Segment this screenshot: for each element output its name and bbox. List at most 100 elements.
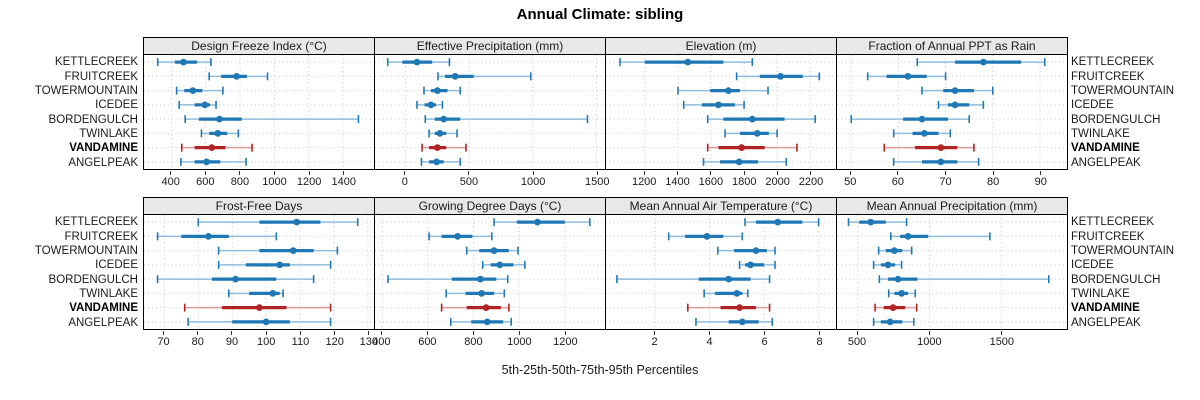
whisker-fruitcreek (735, 72, 821, 81)
whisker-vandamine (440, 303, 510, 312)
median-dot (753, 130, 761, 137)
whisker-towermountain (217, 246, 339, 255)
tick-label: 50 (844, 176, 857, 188)
whisker-kettlecreek (197, 218, 359, 227)
median-dot (748, 115, 756, 123)
site-label-icedee: ICEDEE (95, 99, 138, 112)
whisker-twinlake (228, 289, 284, 298)
median-dot (490, 247, 498, 254)
whisker-vandamine (180, 143, 253, 152)
whisker-icedee (682, 100, 745, 109)
tick-mark (334, 331, 336, 335)
tick-label: 1400 (665, 176, 690, 188)
tick-label: 80 (191, 336, 204, 348)
whisker-kettlecreek (744, 218, 820, 227)
median-dot (262, 318, 270, 326)
tick-mark (743, 171, 745, 175)
site-label-vandamine: VANDAMINE (1071, 302, 1140, 315)
site-label-angelpeak: ANGELPEAK (68, 316, 138, 329)
panel-plot-fraction-of-annual-ppt-as-rain (836, 55, 1068, 170)
median-dot (433, 87, 441, 94)
tick-label: 800 (230, 176, 250, 188)
median-dot (918, 115, 926, 123)
tick-mark (810, 171, 812, 175)
median-dot (203, 158, 210, 166)
median-dot (478, 290, 485, 297)
median-dot (904, 233, 912, 240)
panel-plot-mean-annual-air-temperature-c (605, 215, 837, 330)
tick-mark (404, 171, 406, 175)
whisker-angelpeak (695, 317, 774, 326)
median-dot (920, 130, 928, 137)
tick-mark (928, 331, 930, 335)
site-label-fruitcreek: FRUITCREEK (64, 70, 138, 83)
median-dot (884, 261, 892, 269)
whisker-icedee (178, 100, 217, 109)
tick-mark (170, 171, 172, 175)
tick-label: 4 (706, 336, 713, 348)
median-dot (233, 73, 241, 80)
site-label-twinlake: TWINLAKE (1071, 288, 1130, 301)
tick-label: 600 (196, 176, 215, 188)
median-dot (886, 318, 894, 326)
whisker-vandamine (883, 143, 975, 152)
site-label-vandamine: VANDAMINE (1071, 142, 1140, 155)
whisker-twinlake (428, 129, 458, 138)
whisker-towermountain (175, 86, 224, 95)
tick-label: 100 (257, 336, 276, 348)
median-dot (724, 87, 732, 94)
tick-label: 800 (464, 336, 483, 348)
whisker-fruitcreek (156, 232, 278, 241)
median-dot (889, 304, 897, 311)
tick-mark (231, 331, 233, 335)
site-label-vandamine: VANDAMINE (69, 142, 138, 155)
whisker-fruitcreek (437, 72, 532, 81)
tick-mark (274, 171, 275, 175)
tick-label: 2000 (765, 176, 790, 188)
x-axis-mean-annual-air-temperature-c: 2 4 6 8 (605, 331, 836, 355)
tick-mark (532, 171, 534, 175)
tick-label: 110 (291, 336, 310, 348)
whisker-angelpeak (420, 157, 462, 166)
tick-label: 130 (359, 336, 379, 348)
tick-label: 1200 (631, 176, 657, 188)
whisker-icedee (872, 260, 903, 269)
tick-mark (849, 171, 851, 175)
panel-title: Growing Degree Days (°C) (418, 199, 562, 213)
panel-title: Fraction of Annual PPT as Rain (868, 39, 1036, 53)
tick-mark (472, 331, 474, 335)
panel-title: Mean Annual Air Temperature (°C) (629, 199, 813, 213)
whisker-fruitcreek (890, 232, 991, 241)
tick-mark (197, 331, 199, 335)
tick-label: 1500 (989, 336, 1015, 348)
median-dot (774, 218, 782, 226)
whisker-fruitcreek (208, 72, 269, 81)
tick-label: 1000 (507, 336, 532, 348)
whisker-bordengulch (156, 275, 315, 284)
tick-mark (468, 171, 470, 175)
tick-label: 1800 (732, 176, 757, 188)
panel-plot-design-freeze-index-c (143, 55, 375, 170)
panel-strip-effective-precipitation-mm: Effective Precipitation (mm) (374, 37, 606, 55)
x-axis-effective-precipitation-mm: 0 500 1000 1500 (374, 171, 610, 195)
panel-strip-fraction-of-annual-ppt-as-rain: Fraction of Annual PPT as Rain (836, 37, 1068, 55)
median-dot (715, 101, 722, 109)
site-label-fruitcreek: FRUITCREEK (1071, 230, 1145, 243)
median-dot (534, 218, 541, 226)
panel-plot-elevation-m (605, 55, 837, 170)
tick-label: 1400 (331, 176, 356, 188)
whisker-kettlecreek (619, 58, 754, 67)
panel-plot-mean-annual-precipitation-mm (836, 215, 1068, 330)
median-dot (752, 247, 760, 254)
whisker-kettlecreek (386, 58, 451, 67)
tick-label: 70 (939, 176, 952, 188)
site-label-towermountain: TOWERMOUNTAIN (34, 244, 138, 257)
whisker-bordengulch (878, 275, 1050, 284)
tick-label: 60 (891, 176, 905, 188)
median-dot (483, 318, 491, 326)
median-dot (289, 247, 297, 254)
site-label-kettlecreek: KETTLECREEK (1071, 216, 1155, 229)
whisker-angelpeak (892, 157, 980, 166)
median-dot (255, 304, 263, 311)
whisker-angelpeak (702, 157, 788, 166)
